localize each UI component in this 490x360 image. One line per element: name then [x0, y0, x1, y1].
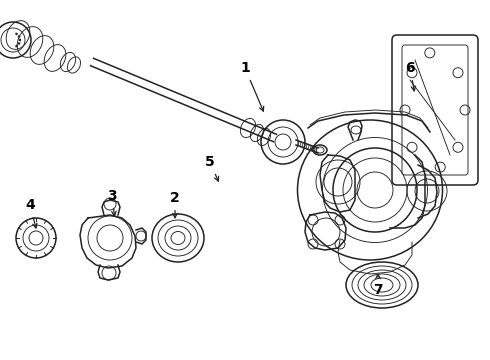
Text: 7: 7 [373, 274, 383, 297]
Text: 6: 6 [405, 61, 416, 91]
Text: 4: 4 [25, 198, 37, 228]
Text: 3: 3 [107, 189, 117, 216]
Text: 2: 2 [170, 191, 180, 218]
FancyBboxPatch shape [392, 35, 478, 185]
Text: 1: 1 [240, 61, 264, 111]
Text: 5: 5 [205, 155, 219, 181]
FancyBboxPatch shape [402, 45, 468, 175]
